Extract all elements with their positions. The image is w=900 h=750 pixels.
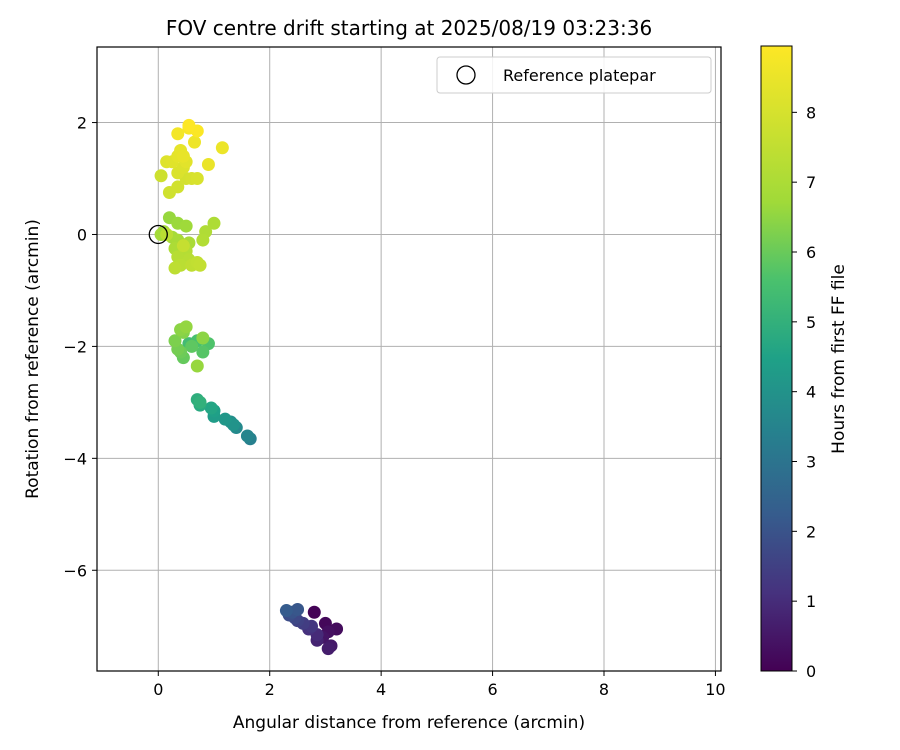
chart-title: FOV centre drift starting at 2025/08/19 … xyxy=(166,16,652,40)
scatter-point xyxy=(188,135,201,149)
grid xyxy=(97,47,721,671)
y-tick-label: −2 xyxy=(63,337,87,356)
plot-frame xyxy=(96,46,722,672)
y-tick-label: −4 xyxy=(63,449,87,468)
scatter-point xyxy=(171,127,185,141)
x-axis-ticks: 0 2 4 6 8 10 xyxy=(153,671,726,699)
y-axis-label: Rotation from reference (arcmin) xyxy=(23,219,43,499)
colorbar-ticks: 0 1 2 3 4 5 6 7 8 xyxy=(792,103,816,681)
scatter-point xyxy=(176,149,190,163)
colorbar-tick-label: 2 xyxy=(806,522,816,541)
reference-platepar-marker xyxy=(148,224,168,245)
scatter-point xyxy=(190,172,204,186)
scatter-point xyxy=(218,412,232,426)
scatter-point xyxy=(196,345,210,359)
scatter-point xyxy=(179,219,193,233)
x-tick-label: 2 xyxy=(265,680,275,699)
scatter-point xyxy=(185,339,199,353)
reference-marker xyxy=(148,224,168,245)
x-tick-label: 10 xyxy=(705,680,725,699)
x-tick-label: 0 xyxy=(153,680,163,699)
scatter-point xyxy=(307,605,321,619)
scatter-points xyxy=(154,118,344,656)
legend: Reference platepar xyxy=(436,56,712,94)
y-tick-label: 2 xyxy=(77,114,87,133)
x-axis-label: Angular distance from reference (arcmin) xyxy=(233,713,585,733)
scatter-point xyxy=(196,233,210,247)
colorbar-label: Hours from first FF file xyxy=(829,264,849,454)
scatter-point xyxy=(179,320,193,334)
colorbar-tick-label: 5 xyxy=(806,313,816,332)
colorbar-tick-label: 3 xyxy=(806,453,816,472)
x-tick-label: 6 xyxy=(487,680,497,699)
colorbar-gradient xyxy=(760,45,793,672)
colorbar-tick-label: 8 xyxy=(806,103,816,122)
y-tick-label: −6 xyxy=(63,561,87,580)
scatter-point xyxy=(279,604,293,618)
y-axis-ticks: −6 −4 −2 0 2 xyxy=(63,114,97,580)
colorbar: 0 1 2 3 4 5 6 7 8 Hours from first FF file xyxy=(760,45,849,681)
scatter-point xyxy=(321,642,335,656)
scatter-point xyxy=(207,216,221,230)
colorbar-tick-label: 0 xyxy=(806,662,816,681)
colorbar-tick-label: 1 xyxy=(806,592,816,611)
colorbar-tick-label: 6 xyxy=(806,243,816,262)
scatter-point xyxy=(291,602,305,616)
scatter-point xyxy=(154,169,168,183)
legend-marker-icon xyxy=(456,65,476,85)
x-tick-label: 8 xyxy=(599,680,609,699)
scatter-point xyxy=(168,261,182,275)
colorbar-tick-label: 7 xyxy=(806,173,816,192)
scatter-point xyxy=(240,429,254,443)
scatter-point xyxy=(201,158,215,172)
colorbar-tick-label: 4 xyxy=(806,383,816,402)
scatter-point xyxy=(215,141,229,155)
scatter-point xyxy=(168,334,182,348)
scatter-point xyxy=(193,258,207,272)
x-tick-label: 4 xyxy=(376,680,386,699)
scatter-point xyxy=(190,359,204,373)
scatter-point xyxy=(204,401,218,415)
scatter-point xyxy=(182,118,196,132)
scatter-point xyxy=(176,239,190,253)
legend-box xyxy=(436,56,712,94)
scatter-point xyxy=(196,331,210,345)
scatter-point xyxy=(193,395,207,409)
legend-label: Reference platepar xyxy=(503,66,656,85)
y-tick-label: 0 xyxy=(77,225,87,244)
scatter-point xyxy=(171,180,185,194)
